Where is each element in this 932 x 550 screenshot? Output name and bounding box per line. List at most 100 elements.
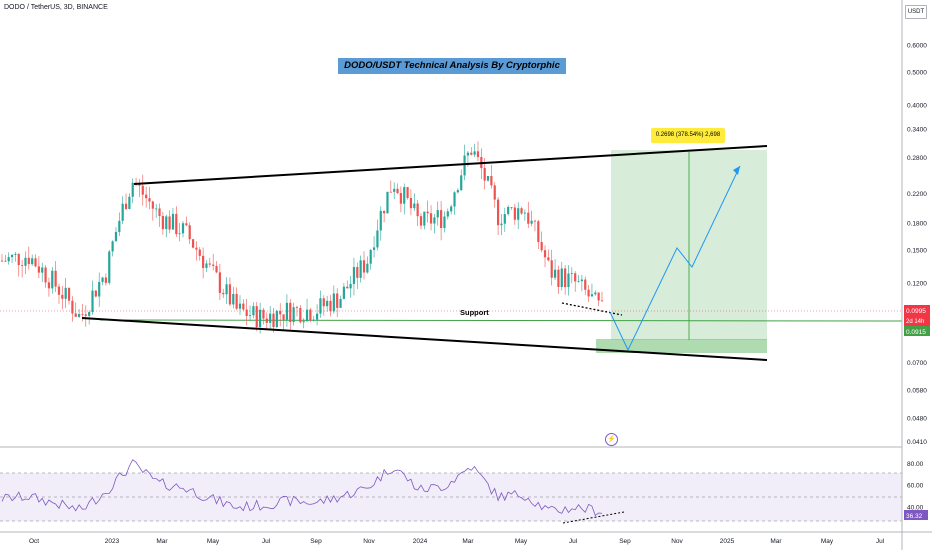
candle-body [269, 313, 272, 323]
candle-body [222, 292, 225, 295]
candle-body [168, 216, 171, 230]
price-tick-label: 0.0480 [907, 416, 927, 423]
candle-body [366, 263, 369, 273]
price-tick-label: 0.2200 [907, 191, 927, 198]
candle-body [530, 220, 533, 224]
candle-body [235, 293, 238, 309]
candle-body [329, 300, 332, 312]
projection-arrow [733, 166, 740, 175]
candle-body [61, 294, 64, 299]
channel-upper-line [133, 145, 768, 185]
time-tick-label: Mar [156, 538, 168, 545]
candle-body [473, 151, 476, 155]
time-tick-label: Sep [310, 538, 322, 545]
support-price-badge [904, 326, 930, 336]
candle-body [403, 187, 406, 204]
candle-body [0, 260, 4, 262]
candle-body [446, 211, 449, 217]
rsi-current-label: 36.32 [906, 513, 923, 520]
candle-body [14, 253, 17, 255]
candle-body [443, 216, 446, 228]
candle-body [590, 294, 594, 297]
candle-body [359, 260, 362, 278]
candle-body [326, 300, 329, 307]
candle-body [574, 273, 577, 282]
candle-body [185, 223, 188, 226]
bolt-icon[interactable]: ⚡ [605, 433, 618, 446]
price-tick-label: 0.0700 [907, 360, 927, 367]
candle-body [114, 231, 118, 242]
candle-body [295, 307, 299, 309]
candle-body [195, 247, 198, 250]
candle-body [279, 310, 282, 315]
price-tick-label: 0.4000 [907, 103, 927, 110]
candle-body [84, 314, 87, 316]
candle-body [513, 207, 516, 220]
currency-button[interactable]: USDT [905, 5, 927, 19]
candle-body [232, 293, 235, 305]
candle-body [517, 208, 520, 220]
candle-body [27, 257, 30, 265]
support-line [99, 319, 903, 322]
candle-body [413, 203, 416, 209]
analysis-title: DODO/USDT Technical Analysis By Cryptorp… [338, 58, 566, 74]
candle-body [577, 281, 580, 282]
time-tick-label: May [207, 538, 220, 545]
candle-body [41, 267, 44, 273]
candle-body [436, 210, 439, 218]
candle-body [553, 269, 557, 278]
candle-body [64, 287, 67, 299]
price-axis[interactable]: 0.75000.60000.50000.40000.34000.28000.22… [907, 10, 927, 446]
candle-body [399, 193, 402, 204]
candle-body [191, 239, 195, 248]
time-tick-label: 2023 [105, 538, 120, 545]
candle-body [21, 265, 24, 266]
rsi-tick-label: 80.00 [907, 461, 924, 468]
candle-body [580, 279, 583, 282]
candle-body [429, 213, 433, 224]
candle-body [520, 208, 523, 214]
candle-body [393, 188, 396, 192]
channel-lower-line [81, 317, 768, 361]
candle-body [212, 264, 215, 266]
candle-body [557, 269, 560, 287]
candle-body [386, 191, 389, 214]
candle-body [560, 268, 563, 287]
rsi-tick-label: 60.00 [907, 483, 924, 490]
candle-body [540, 241, 543, 251]
candle-body [389, 191, 392, 193]
candle-body [299, 308, 302, 323]
candle-body [215, 265, 218, 273]
candle-body [81, 314, 84, 315]
candle-body [252, 306, 255, 316]
candle-body [433, 217, 436, 224]
candle-body [24, 257, 27, 266]
candle-body [383, 210, 386, 214]
candle-body [205, 263, 208, 268]
candle-body [141, 185, 144, 195]
candle-body [372, 247, 376, 250]
candle-body [356, 266, 359, 278]
candle-body [584, 279, 587, 290]
candle-body [470, 152, 473, 155]
candle-body [453, 192, 456, 207]
candle-body [587, 289, 590, 297]
candle-body [7, 257, 10, 262]
candle-body [527, 212, 530, 224]
rsi-axis[interactable]: 80.00 60.00 40.00 [907, 461, 924, 511]
time-tick-label: Sep [619, 538, 631, 545]
candle-body [537, 221, 540, 242]
candle-body [158, 208, 161, 217]
candle-body [138, 184, 141, 186]
candle-body [476, 151, 480, 158]
countdown-label: 2d 14h [906, 319, 924, 325]
time-tick-label: May [821, 538, 834, 545]
candles-group [0, 141, 604, 334]
time-tick-label: Mar [770, 538, 782, 545]
candle-body [77, 314, 81, 317]
candle-body [188, 225, 191, 240]
candle-body [242, 303, 245, 310]
time-axis[interactable]: Oct 2023 Mar May Jul Sep Nov 2024 Mar May Jul Sep No… [29, 538, 885, 545]
candle-body [369, 249, 372, 264]
